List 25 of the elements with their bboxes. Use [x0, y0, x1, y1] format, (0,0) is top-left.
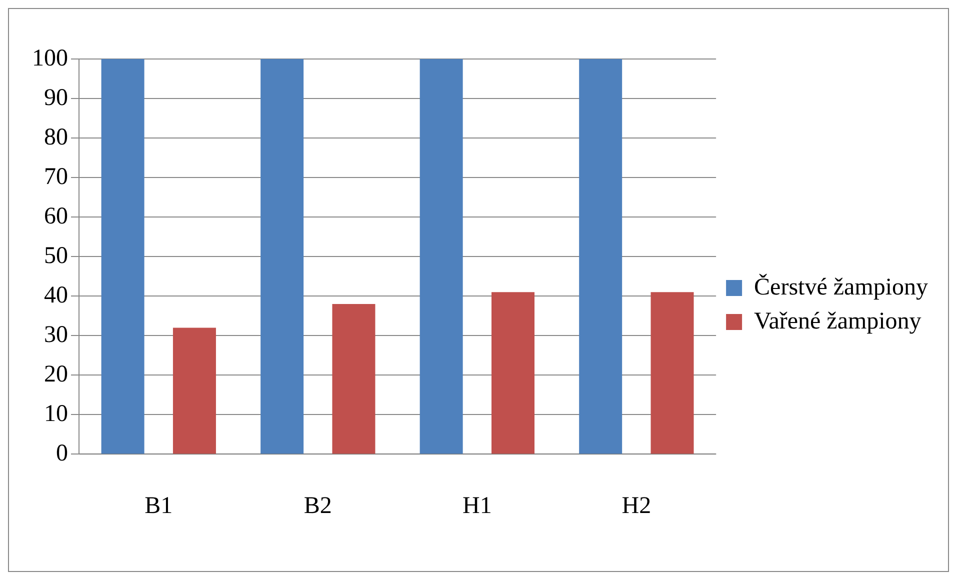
y-tick-label: 40 — [44, 282, 68, 308]
y-tick-label: 50 — [44, 242, 68, 269]
bar — [172, 328, 216, 454]
x-tick-label: B2 — [304, 492, 332, 519]
y-tick-label: 70 — [44, 164, 68, 190]
legend-label: Čerstvé žampiony — [754, 273, 928, 300]
y-tick-label: 60 — [44, 203, 68, 230]
bar — [101, 59, 144, 454]
bar — [491, 292, 534, 454]
y-tick-label: 0 — [56, 440, 68, 466]
y-tick-label: 20 — [44, 361, 68, 388]
x-tick-label: H2 — [622, 492, 652, 519]
x-tick-label: H1 — [462, 492, 492, 519]
y-tick-label: 100 — [32, 45, 68, 72]
bar — [420, 59, 463, 454]
bar — [332, 304, 376, 454]
y-tick-label: 80 — [44, 124, 68, 150]
bar — [260, 59, 304, 454]
y-tick-label: 30 — [44, 322, 68, 348]
y-tick-label: 90 — [44, 84, 68, 111]
y-tick-label: 10 — [44, 400, 68, 427]
bar — [650, 292, 694, 454]
bar — [579, 59, 622, 454]
x-tick-label: B1 — [144, 492, 173, 519]
legend-label: Vařené žampiony — [754, 308, 922, 334]
